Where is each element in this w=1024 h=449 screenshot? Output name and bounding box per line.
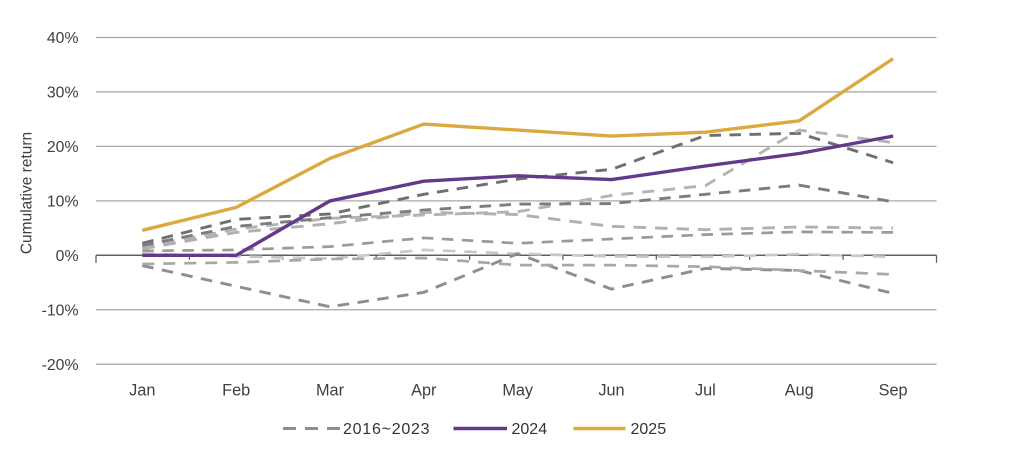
svg-text:0%: 0% — [56, 248, 79, 265]
svg-text:10%: 10% — [47, 194, 79, 211]
svg-text:Jul: Jul — [695, 382, 716, 400]
svg-text:Sep: Sep — [879, 382, 908, 400]
svg-text:Aug: Aug — [785, 382, 814, 400]
svg-text:20%: 20% — [47, 139, 79, 156]
svg-text:40%: 40% — [47, 30, 79, 47]
svg-text:30%: 30% — [47, 85, 79, 102]
svg-text:Apr: Apr — [411, 382, 437, 400]
svg-text:Feb: Feb — [222, 382, 250, 400]
svg-text:Jun: Jun — [598, 382, 624, 400]
svg-text:May: May — [502, 382, 534, 400]
svg-text:2024: 2024 — [512, 421, 548, 438]
svg-text:2016~2023: 2016~2023 — [343, 421, 430, 438]
svg-text:-20%: -20% — [42, 357, 79, 374]
svg-text:Cumulative return: Cumulative return — [19, 132, 36, 254]
svg-text:Jan: Jan — [129, 382, 155, 400]
svg-text:Mar: Mar — [316, 382, 345, 400]
svg-text:-10%: -10% — [42, 302, 79, 319]
svg-text:2025: 2025 — [631, 421, 667, 438]
